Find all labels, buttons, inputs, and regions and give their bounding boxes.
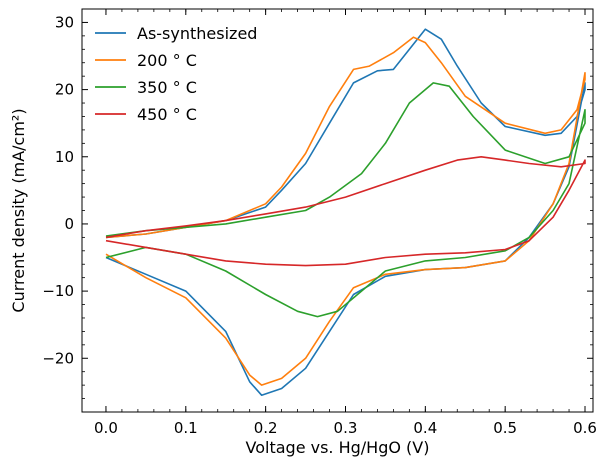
y-tick-label: −20 xyxy=(42,349,74,367)
legend-label-0: As-synthesized xyxy=(137,24,257,43)
y-axis-label: Current density (mA/cm²) xyxy=(9,108,28,312)
x-tick-label: 0.2 xyxy=(254,419,278,437)
x-tick-label: 0.1 xyxy=(174,419,198,437)
y-tick-label: 30 xyxy=(55,13,74,31)
x-axis-ticks: 0.0 0.1 0.2 0.3 0.4 0.5 0.6 xyxy=(94,9,597,437)
y-tick-label: 20 xyxy=(55,81,74,99)
plot-area xyxy=(82,9,593,412)
x-tick-label: 0.5 xyxy=(493,419,517,437)
series-line-1 xyxy=(105,36,586,386)
x-tick-label: 0.3 xyxy=(334,419,358,437)
y-tick-label: 0 xyxy=(64,215,74,233)
y-tick-label: −10 xyxy=(42,282,74,300)
x-tick-label: 0.6 xyxy=(573,419,597,437)
legend-label-3: 450 ° C xyxy=(137,105,197,124)
series-line-3 xyxy=(105,156,586,267)
legend-label-2: 350 ° C xyxy=(137,78,197,97)
x-axis-label: Voltage vs. Hg/HgO (V) xyxy=(246,438,430,457)
legend: As-synthesized 200 ° C 350 ° C 450 ° C xyxy=(95,24,257,124)
x-tick-label: 0.4 xyxy=(413,419,437,437)
plot-frame xyxy=(81,8,594,413)
legend-label-1: 200 ° C xyxy=(137,51,197,70)
x-tick-label: 0.0 xyxy=(94,419,118,437)
series-group xyxy=(105,28,586,396)
y-tick-label: 10 xyxy=(55,148,74,166)
